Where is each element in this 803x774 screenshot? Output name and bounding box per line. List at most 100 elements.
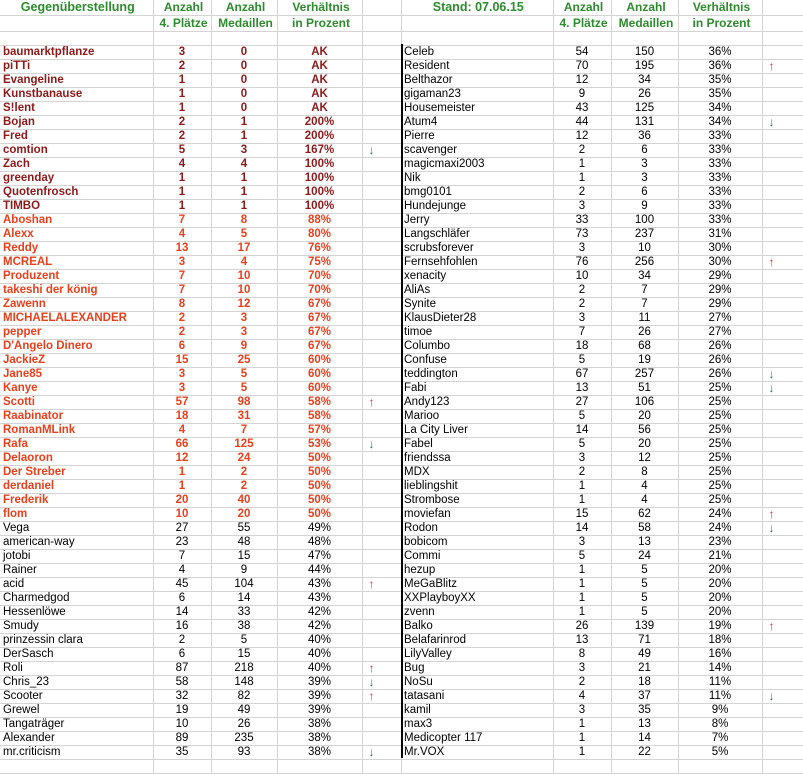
fourth-places: 1 <box>553 745 612 760</box>
ratio: 43% <box>277 577 363 592</box>
header-col-ratio: Verhältnis <box>678 0 763 16</box>
table-row: Fernsehfohlen 76 256 30% ↑ <box>401 255 803 270</box>
medals: 4 <box>611 493 679 508</box>
player-name: Hessenlöwe <box>0 605 154 620</box>
player-name: Tangaträger <box>0 717 154 732</box>
player-name: zvenn <box>401 605 554 620</box>
fourth-places: 2 <box>553 297 612 312</box>
player-name: Kanye <box>0 381 154 396</box>
medals: 56 <box>611 423 679 438</box>
ratio: 40% <box>277 633 363 648</box>
fourth-places: 43 <box>553 101 612 116</box>
fourth-places: 1 <box>153 171 212 186</box>
table-row: takeshi der könig 7 10 70% <box>0 283 402 298</box>
player-name: Rodon <box>401 521 554 536</box>
player-name: bmg0101 <box>401 185 554 200</box>
fourth-places: 5 <box>553 549 612 564</box>
fourth-places: 1 <box>553 171 612 186</box>
fourth-places: 18 <box>553 339 612 354</box>
table-row: Fabi 13 51 25% ↓ <box>401 381 803 396</box>
ratio: 39% <box>277 703 363 718</box>
left-table: Gegenüberstellung Anzahl Anzahl Verhältnis 4… <box>0 0 402 774</box>
player-name: Alexander <box>0 731 154 746</box>
fourth-places: 1 <box>553 563 612 578</box>
medals: 11 <box>611 311 679 326</box>
medals: 0 <box>211 45 278 60</box>
player-name: DerSasch <box>0 647 154 662</box>
table-row: MeGaBlitz 1 5 20% <box>401 577 803 592</box>
fourth-places: 8 <box>553 647 612 662</box>
ratio: 16% <box>678 647 763 662</box>
header-col-medals: Anzahl <box>611 0 679 16</box>
table-row: Aboshan 7 8 88% <box>0 213 402 228</box>
table-row: Columbo 18 68 26% <box>401 339 803 354</box>
ratio: 67% <box>277 339 363 354</box>
trend-empty <box>362 591 402 606</box>
cell <box>362 31 402 46</box>
player-name: american-way <box>0 535 154 550</box>
ratio: 11% <box>678 675 763 690</box>
player-name: bobicom <box>401 535 554 550</box>
player-name: Grewel <box>0 703 154 718</box>
trend-empty <box>762 423 803 438</box>
player-name: hezup <box>401 563 554 578</box>
trend-empty <box>362 717 402 732</box>
ratio: 25% <box>678 381 763 396</box>
blank-row <box>401 759 803 774</box>
player-name: jotobi <box>0 549 154 564</box>
ratio: 43% <box>277 591 363 606</box>
medals: 150 <box>611 45 679 60</box>
table-row: JackieZ 15 25 60% <box>0 353 402 368</box>
medals: 131 <box>611 115 679 130</box>
fourth-places: 58 <box>153 675 212 690</box>
table-row: Scotti 57 98 58% ↑ <box>0 395 402 410</box>
header-empty <box>762 15 803 32</box>
right-table: Stand: 07.06.15 Anzahl Anzahl Verhältnis 4. … <box>401 0 803 774</box>
trend-empty <box>762 325 803 340</box>
cell <box>611 31 679 46</box>
ratio: 49% <box>277 521 363 536</box>
table-row: Synite 2 7 29% <box>401 297 803 312</box>
arrow-up-icon: ↑ <box>362 689 402 704</box>
player-name: Roli <box>0 661 154 676</box>
table-row: timoe 7 26 27% <box>401 325 803 340</box>
medals: 20 <box>611 437 679 452</box>
player-name: takeshi der könig <box>0 283 154 298</box>
table-row: Tangaträger 10 26 38% <box>0 717 402 732</box>
fourth-places: 1 <box>553 591 612 606</box>
fourth-places: 5 <box>553 409 612 424</box>
fourth-places: 4 <box>153 157 212 172</box>
trend-empty <box>762 297 803 312</box>
trend-empty <box>362 381 402 396</box>
trend-empty <box>762 353 803 368</box>
player-name: teddington <box>401 367 554 382</box>
trend-empty <box>362 619 402 634</box>
ratio: 20% <box>678 605 763 620</box>
table-row: Strombose 1 4 25% <box>401 493 803 508</box>
table-row: Marioo 5 20 25% <box>401 409 803 424</box>
table-row: Fred 2 1 200% <box>0 129 402 144</box>
medals: 100 <box>611 213 679 228</box>
table-row: Resident 70 195 36% ↑ <box>401 59 803 74</box>
table-row: Rafa 66 125 53% ↓ <box>0 437 402 452</box>
table-row: Balko 26 139 19% ↑ <box>401 619 803 634</box>
medals: 7 <box>211 423 278 438</box>
fourth-places: 73 <box>553 227 612 242</box>
ratio: 30% <box>678 255 763 270</box>
ratio: 27% <box>678 311 763 326</box>
cell <box>401 759 554 774</box>
ratio: 33% <box>678 185 763 200</box>
cell <box>0 31 154 46</box>
header-col-places: 4. Plätze <box>553 15 612 32</box>
cell <box>362 759 402 774</box>
medals: 20 <box>211 507 278 522</box>
ratio: 67% <box>277 311 363 326</box>
fourth-places: 2 <box>153 115 212 130</box>
fourth-places: 3 <box>553 311 612 326</box>
player-name: Zach <box>0 157 154 172</box>
ratio: 33% <box>678 199 763 214</box>
player-name: xenacity <box>401 269 554 284</box>
player-name: Belafarinrod <box>401 633 554 648</box>
table-row: derdaniel 1 2 50% <box>0 479 402 494</box>
cell <box>611 759 679 774</box>
